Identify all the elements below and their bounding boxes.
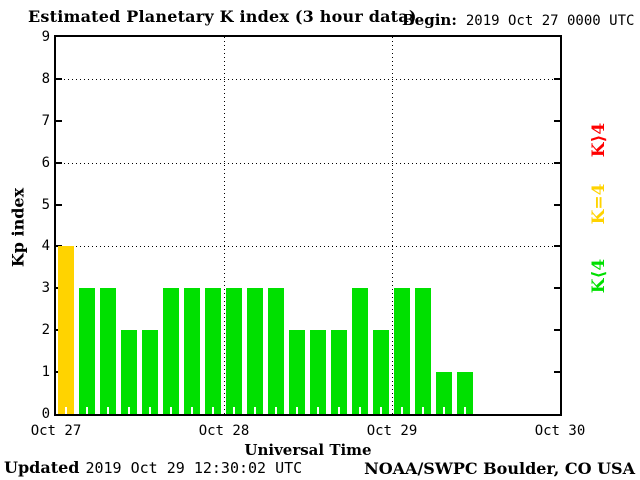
y-axis-tick [56, 77, 62, 80]
y-axis-tick [554, 245, 560, 248]
bar-center-tick [149, 407, 151, 414]
bar-center-tick [401, 407, 403, 414]
kp-bar [373, 330, 389, 414]
y-axis-tick [554, 119, 560, 122]
kp-bar [436, 372, 452, 414]
y-axis-tick [554, 371, 560, 374]
kp-bar [352, 288, 368, 414]
y-tick-label: 1 [41, 364, 50, 381]
x-axis-tick-labels: Oct 27 Oct 28 Oct 29 Oct 30 [31, 423, 586, 439]
bar-center-tick [296, 407, 298, 414]
y-axis-tick [554, 161, 560, 164]
kp-bar [79, 288, 95, 414]
bar-center-tick [65, 407, 67, 414]
updated-line: Updated 2019 Oct 29 12:30:02 UTC [4, 458, 302, 477]
kp-bar [289, 330, 305, 414]
y-axis-tick [554, 329, 560, 332]
kp-bar [247, 288, 263, 414]
y-tick-label: 6 [41, 154, 50, 171]
bar-center-tick [443, 407, 445, 414]
kp-bar [121, 330, 137, 414]
gridline-horizontal [56, 162, 560, 164]
begin-value: 2019 Oct 27 0000 UTC [465, 13, 635, 29]
bar-center-tick [128, 407, 130, 414]
kp-bar [415, 288, 431, 414]
y-tick-label: 2 [41, 322, 50, 339]
begin-line: Begin: 2019 Oct 27 0000 UTC [402, 10, 634, 29]
x-tick-label: Oct 27 [30, 423, 82, 439]
x-tick-label: Oct 29 [366, 423, 418, 439]
gridline-day-boundary [224, 37, 225, 414]
x-tick-label: Oct 30 [534, 423, 586, 439]
gridline-day-boundary [392, 37, 393, 414]
y-tick-label: 4 [41, 238, 50, 255]
bar-center-tick [317, 407, 319, 414]
y-tick-label: 5 [41, 196, 50, 213]
kp-bar [331, 330, 347, 414]
y-tick-label: 7 [41, 112, 50, 129]
y-axis-tick [56, 245, 62, 248]
y-axis-tick [56, 203, 62, 206]
kp-bar [310, 330, 326, 414]
y-tick-label: 0 [41, 406, 50, 422]
kp-bar [205, 288, 221, 414]
bar-center-tick [464, 407, 466, 414]
bar-center-tick [254, 407, 256, 414]
bar-center-tick [359, 407, 361, 414]
bar-center-tick [86, 407, 88, 414]
legend-item-k-equal-4: K=4 [589, 183, 609, 225]
y-tick-label: 9 [41, 29, 50, 45]
updated-value: 2019 Oct 29 12:30:02 UTC [85, 459, 303, 477]
y-axis-tick-labels: 0 1 2 3 4 5 6 7 8 9 [22, 29, 50, 422]
bar-center-tick [338, 407, 340, 414]
bar-center-tick [380, 407, 382, 414]
bar-center-tick [107, 407, 109, 414]
legend-item-k-above-4: K⟩4 [589, 122, 609, 158]
y-tick-label: 8 [41, 70, 50, 87]
y-axis-tick [56, 119, 62, 122]
y-axis-tick [56, 161, 62, 164]
updated-label: Updated [4, 458, 80, 477]
y-tick-label: 3 [41, 280, 50, 297]
bar-center-tick [275, 407, 277, 414]
kp-bar [226, 288, 242, 414]
kp-chart-plot-area [54, 35, 562, 416]
kp-bar [100, 288, 116, 414]
kp-bar [268, 288, 284, 414]
bar-center-tick [170, 407, 172, 414]
y-axis-tick [554, 77, 560, 80]
source-credit: NOAA/SWPC Boulder, CO USA [364, 459, 635, 478]
x-axis-label: Universal Time [244, 441, 372, 459]
bar-center-tick [422, 407, 424, 414]
gridline-horizontal [56, 78, 560, 80]
y-axis-tick [554, 287, 560, 290]
legend-item-k-below-4: K⟨4 [589, 258, 609, 294]
bar-center-tick [233, 407, 235, 414]
page-title: Estimated Planetary K index (3 hour data… [28, 7, 417, 26]
kp-bar [163, 288, 179, 414]
kp-bar [58, 246, 74, 414]
y-axis-tick [554, 203, 560, 206]
plot-canvas [56, 37, 560, 414]
begin-label: Begin: [402, 11, 457, 29]
bar-center-tick [212, 407, 214, 414]
kp-bar [457, 372, 473, 414]
y-axis-label: Kp index [8, 187, 28, 268]
kp-bar [394, 288, 410, 414]
kp-bar [184, 288, 200, 414]
gridline-horizontal [56, 246, 560, 248]
bar-center-tick [191, 407, 193, 414]
kp-bar [142, 330, 158, 414]
x-tick-label: Oct 28 [198, 423, 250, 439]
